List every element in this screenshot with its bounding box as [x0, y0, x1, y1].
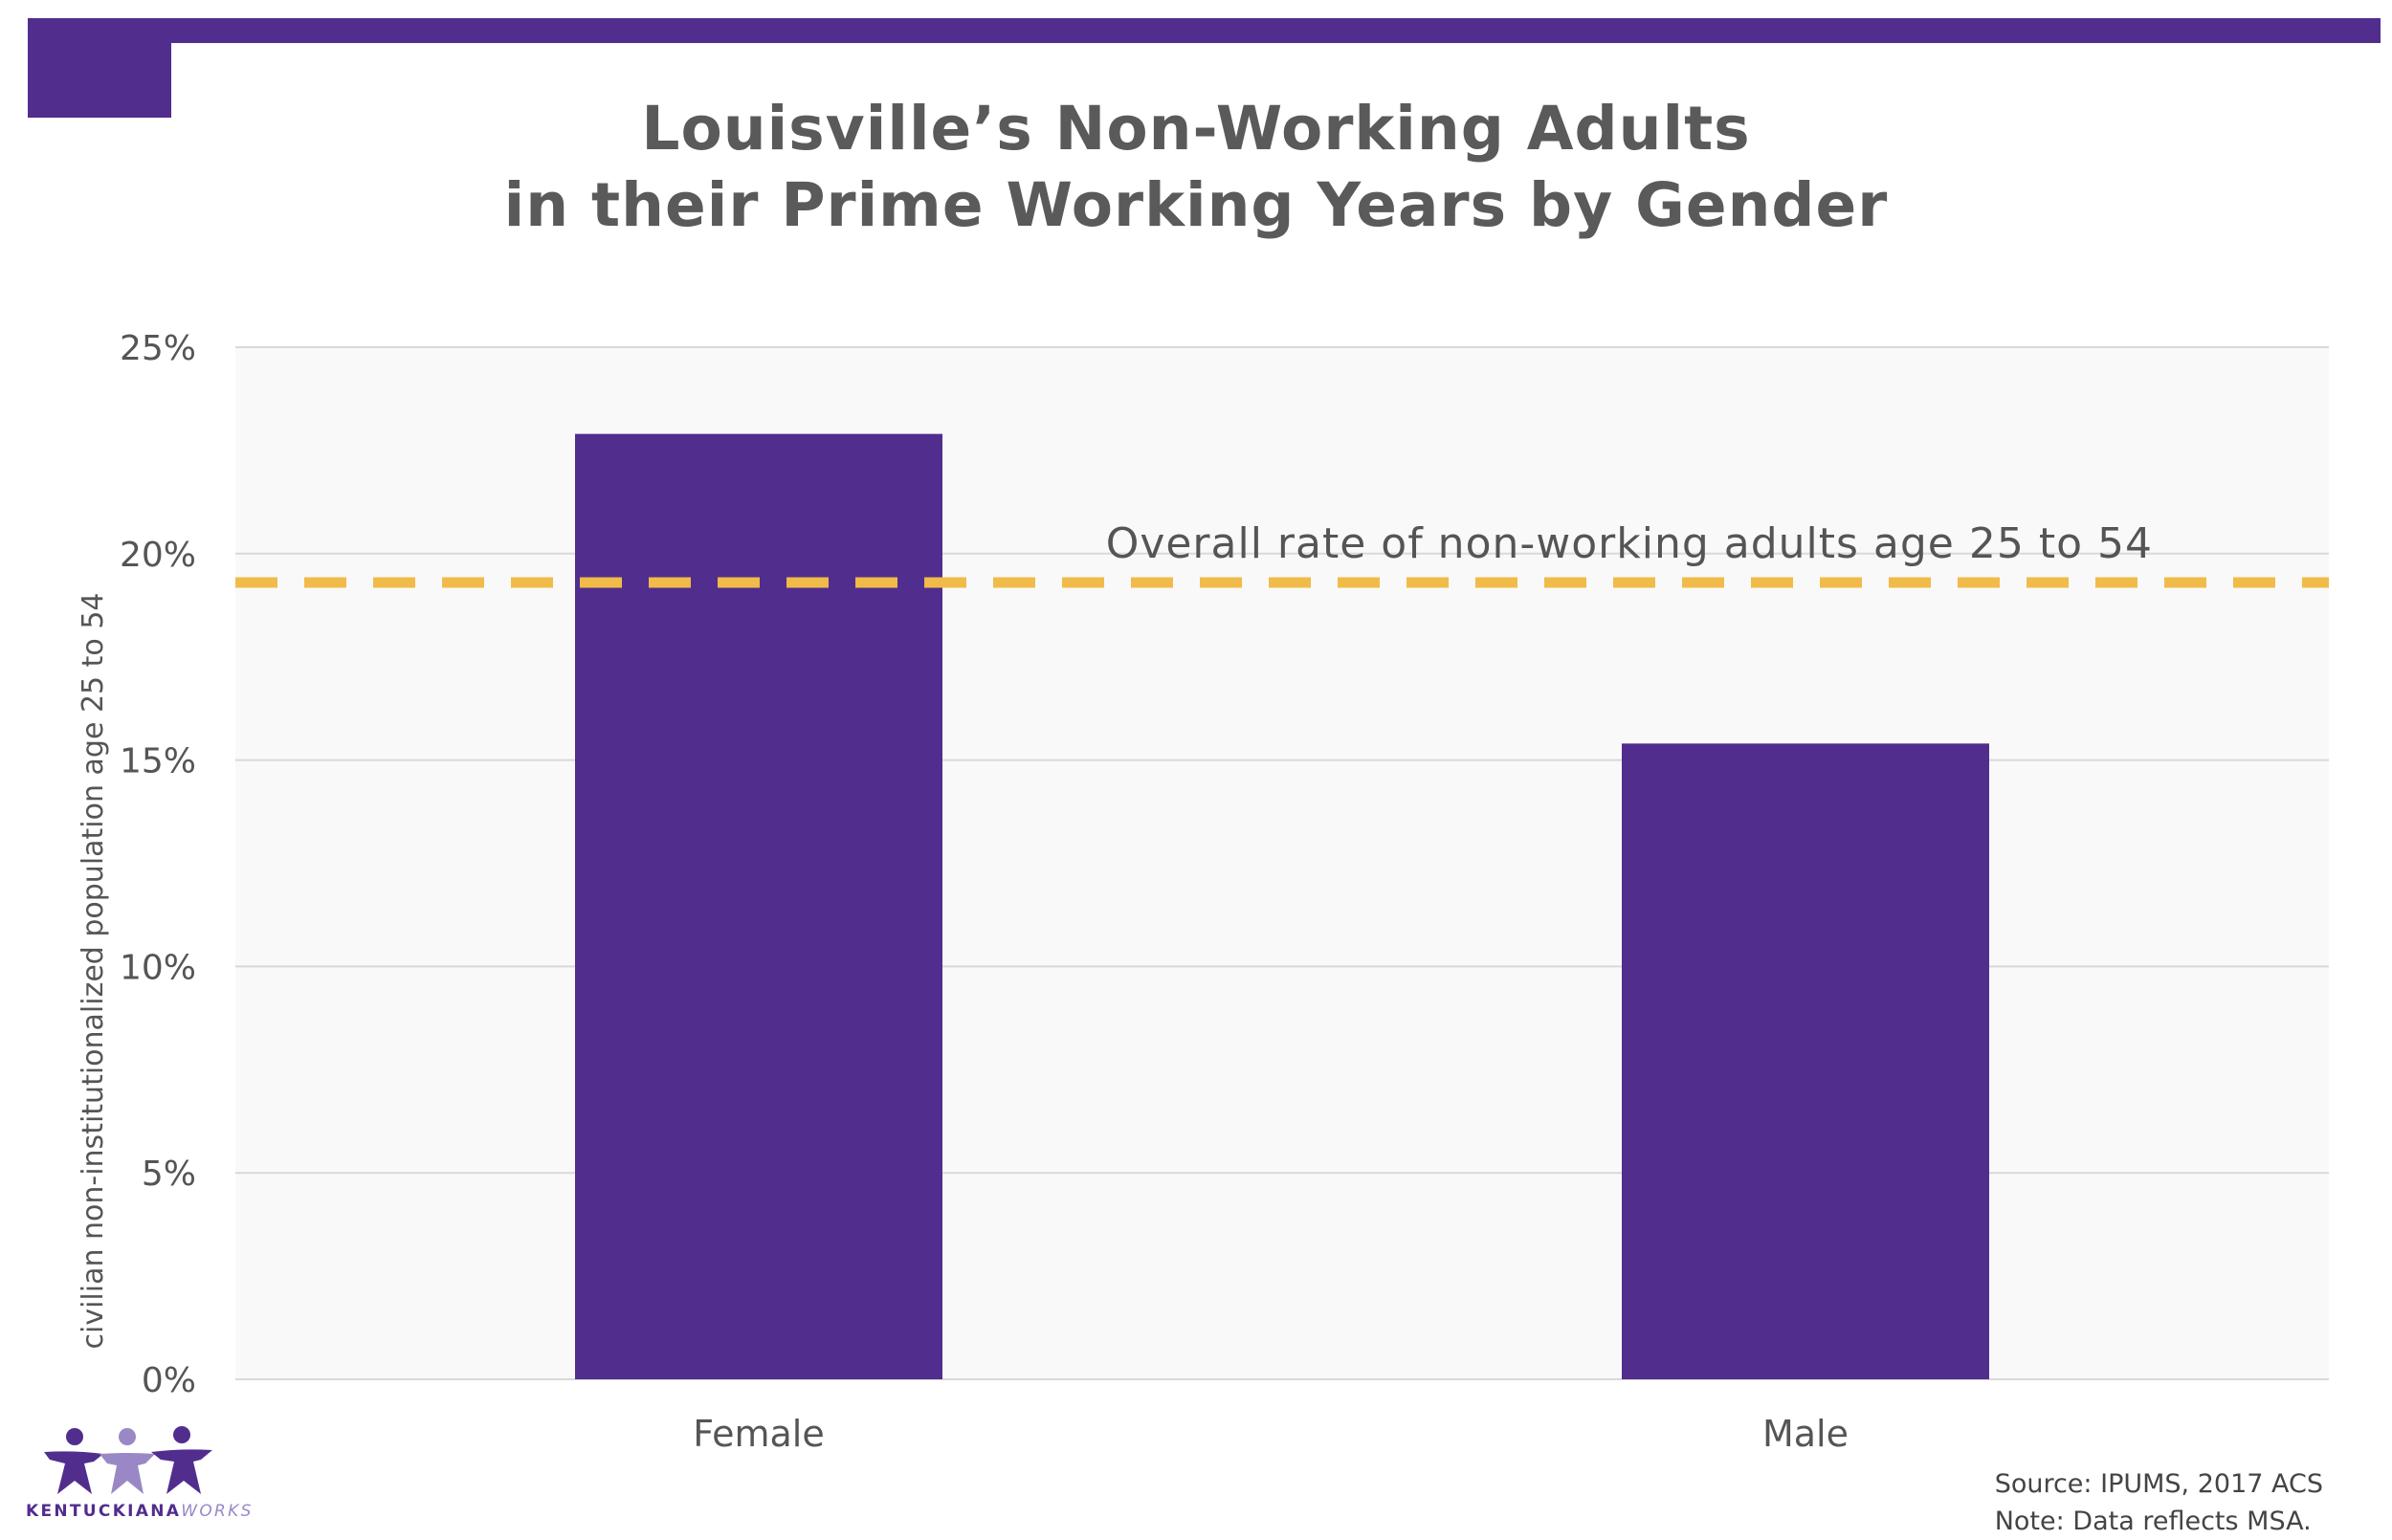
y-tick-label: 15%: [120, 742, 196, 781]
logo-name: KENTUCKIANA: [26, 1502, 182, 1521]
three-figures-logo-icon: [44, 1426, 212, 1494]
y-axis-label: civilian non-institutionalized populatio…: [77, 592, 110, 1350]
chart-title-line-1: Louisville’s Non-Working Adults: [641, 94, 1751, 164]
x-tick-label: Female: [693, 1413, 824, 1455]
bars: [575, 433, 1989, 1379]
x-axis-tick-labels: Female Male: [693, 1413, 1849, 1455]
top-accent-bar: [28, 18, 2381, 43]
reference-line-label: Overall rate of non-working adults age 2…: [1106, 519, 2153, 568]
source-text: Source: IPUMS, 2017 ACS: [1994, 1469, 2323, 1499]
note-text: Note: Data reflects MSA.: [1994, 1507, 2312, 1536]
chart-title-line-2: in their Prime Working Years by Gender: [503, 170, 1889, 240]
y-tick-label: 0%: [142, 1361, 196, 1400]
y-tick-label: 20%: [120, 536, 196, 575]
x-tick-label: Male: [1762, 1413, 1849, 1455]
top-accent-tab: [28, 43, 171, 118]
y-axis-tick-labels: 0% 5% 10% 15% 20% 25%: [120, 329, 196, 1400]
plot-area: [235, 347, 2329, 1379]
y-tick-label: 25%: [120, 329, 196, 368]
bar-male: [1622, 743, 1989, 1379]
y-tick-label: 10%: [120, 948, 196, 987]
logo-wordmark: KENTUCKIANAWORKS: [26, 1502, 254, 1521]
bar-female: [575, 433, 942, 1379]
source-note: Source: IPUMS, 2017 ACS Note: Data refle…: [1995, 1465, 2323, 1540]
logo-suffix: WORKS: [181, 1502, 254, 1521]
y-tick-label: 5%: [142, 1155, 196, 1194]
